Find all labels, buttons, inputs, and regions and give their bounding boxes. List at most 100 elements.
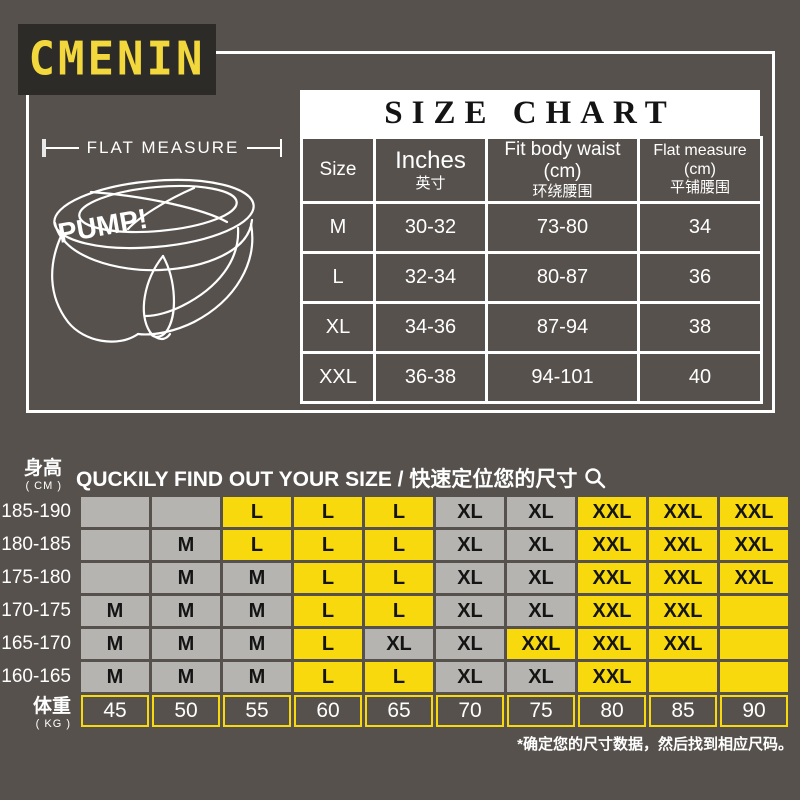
size-grid-cell: XL	[436, 497, 504, 527]
size-grid-cell	[720, 629, 788, 659]
weight-cell: 80	[578, 695, 646, 727]
size-grid-cell: L	[365, 563, 433, 593]
jockstrap-drawing: PUMP!	[51, 178, 255, 343]
weight-cell: 70	[436, 695, 504, 727]
size-chart-title: SIZE CHART	[384, 94, 676, 131]
size-grid-cell	[81, 530, 149, 560]
size-grid-cell: L	[365, 662, 433, 692]
size-grid-cell: M	[152, 629, 220, 659]
size-grid-cell: XL	[507, 530, 575, 560]
size-table-cell: L	[300, 250, 376, 304]
size-grid-cell: XL	[436, 530, 504, 560]
size-grid-cell: M	[152, 596, 220, 626]
size-table-cell: 94-101	[485, 350, 640, 404]
size-grid-cell: XXL	[578, 563, 646, 593]
size-table-cell: 87-94	[485, 300, 640, 354]
top-panel-frame	[26, 51, 775, 413]
size-table-cell: XL	[300, 300, 376, 354]
size-grid-cell: M	[152, 662, 220, 692]
size-table-cell: 73-80	[485, 200, 640, 254]
height-row-label: 160-165	[1, 666, 71, 687]
height-row-label: 170-175	[1, 600, 71, 621]
weight-axis-unit: ( KG )	[35, 717, 71, 730]
size-table: Size Inches 英寸 Fit body waist (cm) 环绕腰围 …	[300, 136, 763, 404]
size-grid-cell: XXL	[649, 596, 717, 626]
garment-brand-text: PUMP!	[56, 203, 150, 249]
size-grid-cell: M	[81, 596, 149, 626]
size-grid-cell: M	[81, 662, 149, 692]
size-grid-cell	[649, 662, 717, 692]
size-table-cell: XXL	[300, 350, 376, 404]
size-grid-cell: L	[365, 596, 433, 626]
brand-logo-text: CMENIN	[28, 32, 206, 87]
size-grid-cell: L	[294, 629, 362, 659]
col-header-inches-en: Inches	[395, 147, 466, 175]
weight-cell: 60	[294, 695, 362, 727]
size-grid-cell: XXL	[578, 629, 646, 659]
size-finder-footnote: *确定您的尺寸数据，然后找到相应尺码。	[517, 736, 793, 753]
size-grid-cell: XL	[436, 563, 504, 593]
size-grid-cell: XL	[365, 629, 433, 659]
height-axis-label: 身高 ( CM )	[0, 458, 62, 492]
size-grid-cell: XXL	[578, 596, 646, 626]
size-finder-heading: QUCKILY FIND OUT YOUR SIZE / 快速定位您的尺寸	[76, 463, 606, 493]
size-table-cell: 34-36	[373, 300, 488, 354]
weight-cell: 85	[649, 695, 717, 727]
size-grid-cell: XL	[507, 662, 575, 692]
size-grid-cell: L	[294, 563, 362, 593]
size-grid-cell: M	[223, 563, 291, 593]
col-header-fit-body-waist-en: Fit body waist (cm)	[504, 139, 621, 182]
weight-cell: 45	[81, 695, 149, 727]
col-header-inches: Inches 英寸	[373, 136, 488, 204]
size-grid-cell: L	[223, 530, 291, 560]
weight-row: 体重 ( KG ) 45 50 55 60 65 70 75 80 85 90	[0, 695, 788, 730]
size-grid-cell: L	[223, 497, 291, 527]
size-grid-cell	[81, 497, 149, 527]
col-header-size: Size	[300, 136, 376, 204]
size-grid-cell: L	[294, 530, 362, 560]
size-grid-cell: M	[81, 629, 149, 659]
size-grid-cell: XXL	[720, 563, 788, 593]
size-table-body: M 30-32 73-80 34 L 32-34 80-87 36 XL 34-36 87-94 38…	[300, 200, 763, 404]
size-grid-cell: XXL	[578, 497, 646, 527]
size-grid-cell: XXL	[578, 530, 646, 560]
size-grid-cell: L	[294, 596, 362, 626]
weight-cell: 75	[507, 695, 575, 727]
measure-line-left	[46, 147, 79, 149]
size-grid-cell: M	[152, 563, 220, 593]
flat-measure-label: FLAT MEASURE	[86, 138, 240, 157]
height-row-label: 175-180	[1, 567, 71, 588]
col-header-flat-measure-zh: 平铺腰围	[669, 179, 730, 197]
size-table-cell: 36	[637, 250, 763, 304]
size-grid-cell	[81, 563, 149, 593]
size-grid-cell: XXL	[720, 530, 788, 560]
size-grid-cell: XXL	[649, 629, 717, 659]
height-row-label: 180-185	[1, 534, 71, 555]
size-table-cell: 34	[637, 200, 763, 254]
col-header-fit-body-waist: Fit body waist (cm) 环绕腰围	[485, 136, 640, 204]
size-table-cell: 30-32	[373, 200, 488, 254]
col-header-fit-body-waist-zh: 环绕腰围	[532, 182, 593, 200]
size-table-cell: 36-38	[373, 350, 488, 404]
size-table-header-row: Size Inches 英寸 Fit body waist (cm) 环绕腰围 …	[300, 136, 763, 204]
size-table-cell: 32-34	[373, 250, 488, 304]
height-axis-unit: ( CM )	[25, 479, 62, 492]
size-finder-heading-text: QUCKILY FIND OUT YOUR SIZE / 快速定位您的尺寸	[76, 468, 578, 491]
size-grid-cell: XXL	[720, 497, 788, 527]
size-grid-cell: XXL	[578, 662, 646, 692]
size-grid-cell: XXL	[649, 563, 717, 593]
height-row-label: 185-190	[1, 501, 71, 522]
measure-line-right	[247, 147, 281, 149]
col-header-flat-measure-en: Flat measure (cm)	[653, 142, 747, 178]
measure-endcap-right	[280, 139, 283, 157]
weight-cell: 65	[365, 695, 433, 727]
height-axis-label-zh: 身高	[23, 458, 62, 479]
flat-measure-annotation: FLAT MEASURE	[42, 138, 283, 158]
size-grid-cell: XL	[507, 497, 575, 527]
size-grid-cell: XXL	[507, 629, 575, 659]
height-row-label: 165-170	[1, 633, 71, 654]
size-table-cell: 38	[637, 300, 763, 354]
col-header-flat-measure: Flat measure (cm) 平铺腰围	[637, 136, 763, 204]
size-grid-cell: L	[365, 530, 433, 560]
